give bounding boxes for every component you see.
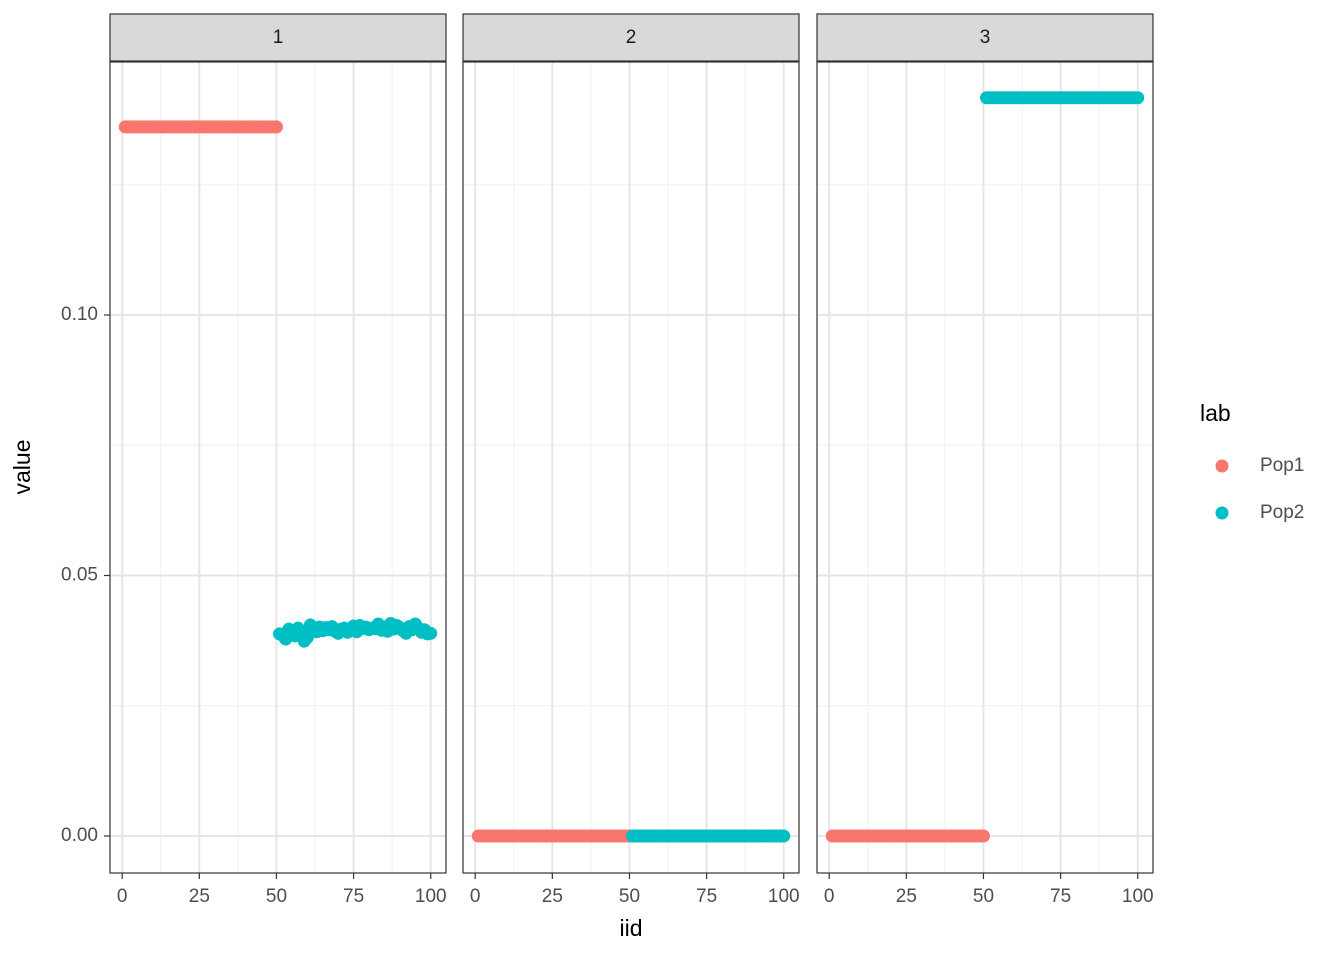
legend-key <box>1215 459 1229 473</box>
strip-background <box>816 13 1154 62</box>
x-tick-label: 0 <box>470 886 481 907</box>
x-tick-label: 75 <box>343 886 364 907</box>
x-tick-label: 100 <box>1122 886 1154 907</box>
legend-title: lab <box>1200 400 1231 426</box>
y-tick-label: 0.05 <box>61 565 98 586</box>
x-tick-label: 25 <box>542 886 563 907</box>
panel-background <box>110 62 446 873</box>
y-axis-title: value <box>9 440 35 495</box>
strip-label: 3 <box>980 27 991 48</box>
x-tick-label: 50 <box>619 886 640 907</box>
strip-background <box>109 13 447 62</box>
x-tick-label: 50 <box>973 886 994 907</box>
x-tick-label: 25 <box>896 886 917 907</box>
x-tick-label: 0 <box>117 886 128 907</box>
point <box>424 626 438 640</box>
panel-border <box>462 61 800 874</box>
x-tick-label: 25 <box>189 886 210 907</box>
x-tick-label: 50 <box>266 886 287 907</box>
strip-label: 1 <box>273 27 284 48</box>
strip-label: 2 <box>626 27 637 48</box>
point <box>976 829 990 843</box>
x-tick-label: 75 <box>696 886 717 907</box>
point <box>269 120 283 134</box>
y-tick-label: 0.10 <box>61 304 98 325</box>
panel-border <box>109 61 447 874</box>
legend-label: Pop2 <box>1260 502 1304 523</box>
x-tick-label: 100 <box>415 886 447 907</box>
panel-background <box>463 62 799 873</box>
point <box>777 829 791 843</box>
x-tick-label: 100 <box>768 886 800 907</box>
x-tick-label: 75 <box>1050 886 1071 907</box>
legend-key <box>1215 506 1229 520</box>
legend-label: Pop1 <box>1260 455 1304 476</box>
strip-background <box>462 13 800 62</box>
point <box>1131 91 1145 105</box>
x-tick-label: 0 <box>824 886 835 907</box>
panel-border <box>816 61 1154 874</box>
y-tick-label: 0.00 <box>61 825 98 846</box>
x-axis-title: iid <box>619 915 642 941</box>
panel-background <box>817 62 1153 873</box>
